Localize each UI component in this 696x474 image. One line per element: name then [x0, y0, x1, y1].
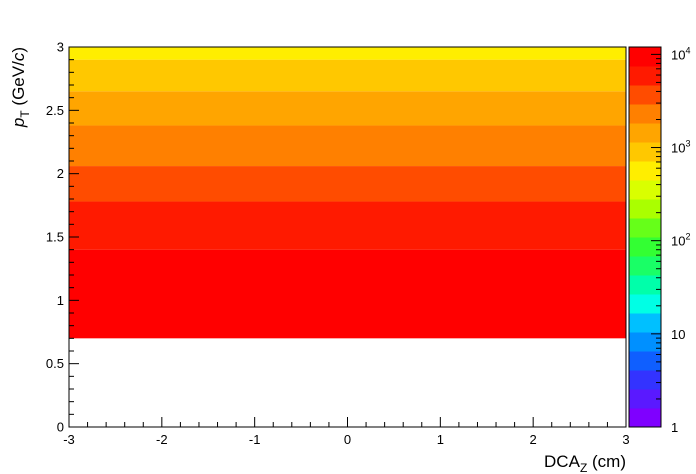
y-tick-label: 1.5 [46, 230, 64, 245]
x-tick-label: 1 [437, 432, 444, 447]
palette-frame [628, 46, 662, 428]
x-axis-title: DCAZ (cm) [544, 452, 626, 474]
heatmap-band-5 [69, 59, 626, 92]
heatmap-band-6 [69, 47, 626, 60]
heatmap-band-2 [69, 166, 626, 202]
heatmap-band-3 [69, 125, 626, 167]
palette-swatch [629, 237, 661, 257]
heatmap-band-1 [69, 201, 626, 250]
palette-swatch [629, 408, 661, 428]
palette-swatch [629, 275, 661, 295]
x-tick-label: 3 [622, 432, 629, 447]
y-axis-title: pT (GeV/c) [9, 47, 32, 128]
z-tick-label: 104 [671, 45, 690, 62]
palette-swatch [629, 256, 661, 276]
palette-swatch [629, 161, 661, 181]
z-tick-label: 1 [671, 420, 678, 435]
y-tick-label: 0 [57, 420, 64, 435]
palette-swatch [629, 294, 661, 314]
palette-swatch [629, 332, 661, 352]
y-tick-label: 2.5 [46, 103, 64, 118]
palette-swatch [629, 66, 661, 86]
palette-swatch [629, 218, 661, 238]
z-axis: 1 10 102 103 104 [651, 45, 690, 435]
palette-swatch [629, 123, 661, 143]
y-tick-label: 3 [57, 40, 64, 55]
y-tick-label: 1 [57, 293, 64, 308]
x-tick-label: 0 [344, 432, 351, 447]
heatmap-cells [69, 47, 626, 339]
z-tick-label: 103 [671, 139, 690, 156]
palette-swatch [629, 104, 661, 124]
color-palette [628, 46, 662, 428]
palette-swatch [629, 47, 661, 67]
palette-swatch [629, 85, 661, 105]
y-tick-label: 2 [57, 166, 64, 181]
palette-swatch [629, 180, 661, 200]
x-tick-label: -3 [63, 432, 75, 447]
palette-swatch [629, 142, 661, 162]
x-axis: -3 -2 -1 0 1 2 3 [63, 417, 630, 447]
heatmap-band-4 [69, 91, 626, 126]
palette-swatch [629, 199, 661, 219]
x-tick-label: -2 [156, 432, 168, 447]
y-axis: 0 0.5 1 1.5 2 2.5 3 [46, 40, 79, 435]
palette-swatch [629, 370, 661, 390]
y-tick-label: 0.5 [46, 356, 64, 371]
z-tick-label: 10 [671, 327, 685, 342]
heatmap-band-0 [69, 249, 626, 339]
x-tick-label: 2 [530, 432, 537, 447]
palette-swatch [629, 389, 661, 409]
x-tick-label: -1 [249, 432, 261, 447]
palette-swatch [629, 351, 661, 371]
z-tick-label: 102 [671, 232, 690, 249]
palette-swatch [629, 313, 661, 333]
